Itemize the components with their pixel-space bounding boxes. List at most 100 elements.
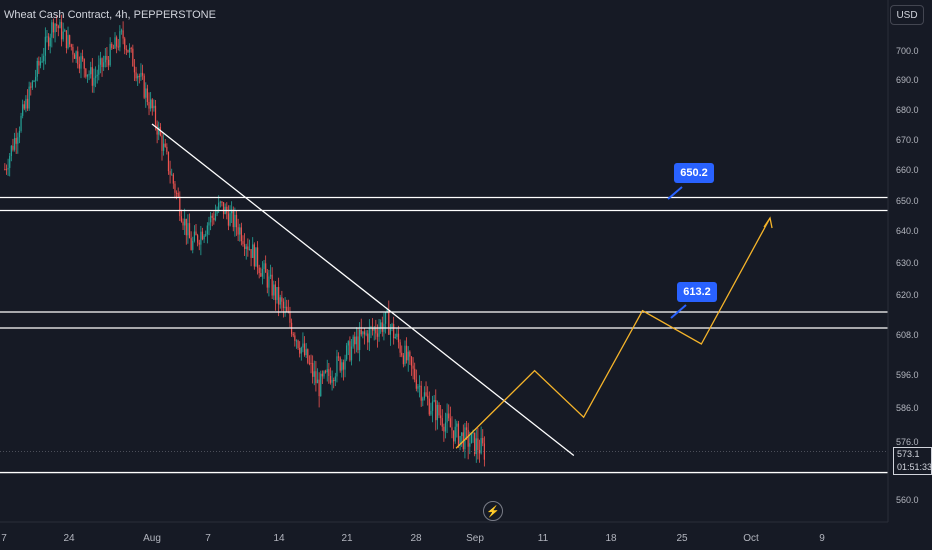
candle-body	[90, 67, 92, 75]
candle-body	[414, 368, 416, 380]
candle-body	[342, 362, 345, 370]
candle-body	[336, 356, 338, 377]
candle-body	[140, 72, 142, 77]
candle-body	[25, 98, 27, 109]
candle-body	[180, 216, 183, 222]
candle-body	[248, 249, 251, 251]
candle-body	[185, 218, 187, 236]
candle-body	[315, 371, 317, 384]
candle-body	[478, 449, 481, 454]
candle-body	[69, 35, 71, 45]
candle-body	[375, 328, 377, 334]
candle-body	[448, 413, 450, 419]
candle-body	[184, 218, 186, 226]
candle-body	[331, 379, 333, 383]
candle-body	[12, 145, 14, 150]
candle-body	[465, 427, 468, 430]
callout-613[interactable]: 613.2	[677, 282, 717, 302]
candle-body	[163, 143, 165, 151]
candle-body	[384, 311, 387, 324]
candle-body	[158, 127, 160, 135]
candle-body	[73, 54, 76, 59]
candle-body	[59, 21, 61, 29]
candle-body	[292, 333, 294, 336]
candle-body	[211, 215, 213, 218]
descending-trendline	[151, 123, 575, 457]
candle-body	[107, 59, 110, 66]
time-tick-label: 21	[341, 533, 353, 544]
candle-body	[86, 74, 89, 77]
candle-body	[153, 105, 155, 109]
candle-body	[227, 213, 230, 226]
candle-body	[167, 151, 170, 172]
candle-body	[422, 398, 424, 401]
candle-body	[310, 362, 312, 364]
candle-body	[344, 359, 346, 370]
candle-body	[239, 227, 241, 235]
candle-body	[130, 47, 132, 49]
candle-body	[255, 247, 257, 267]
candle-body	[54, 23, 56, 33]
candle-body	[96, 74, 98, 77]
candle-body	[253, 244, 255, 267]
candle-body	[456, 423, 458, 427]
callout-650[interactable]: 650.2	[674, 163, 714, 183]
candle-body	[483, 443, 485, 460]
candle-body	[169, 171, 171, 175]
candle-body	[412, 365, 414, 369]
candle-body	[187, 223, 189, 236]
candle-body	[260, 273, 262, 277]
candle-body	[451, 427, 453, 431]
candle-body	[404, 345, 406, 365]
candle-body	[125, 49, 127, 51]
candle-body	[433, 400, 435, 402]
candle-body	[82, 56, 84, 60]
candle-body	[271, 274, 273, 296]
candle-body	[381, 322, 383, 332]
time-tick-label: 11	[538, 533, 549, 544]
candle-body	[328, 369, 330, 376]
price-tick-label: 680.0	[896, 105, 919, 115]
candle-body	[440, 415, 442, 419]
candle-body	[65, 30, 68, 48]
candle-body	[346, 345, 348, 360]
candle-body	[286, 306, 288, 312]
price-tick-label: 620.0	[896, 290, 919, 300]
currency-button[interactable]: USD	[890, 5, 924, 25]
price-axis[interactable]: 700.0 690.0 680.0 670.0 660.0 650.0 640.0 630.0…	[896, 46, 919, 505]
candle-body	[308, 362, 311, 364]
time-tick-label: 7	[1, 533, 7, 544]
candle-body	[307, 349, 309, 363]
replay-lightning-icon[interactable]: ⚡	[483, 501, 503, 521]
candle-body	[145, 88, 147, 98]
candle-body	[35, 76, 37, 81]
candle-body	[333, 379, 335, 382]
candle-body	[17, 137, 19, 144]
candle-body	[206, 225, 208, 235]
candle-body	[397, 333, 400, 343]
candle-body	[99, 58, 102, 65]
candle-body	[386, 309, 388, 312]
candle-body	[401, 352, 403, 356]
candle-body	[192, 240, 194, 250]
candle-body	[222, 202, 225, 215]
time-axis[interactable]: 7 24 Aug 7 14 21 28 Sep 11 18 25 Oct 9	[1, 533, 825, 544]
candle-body	[101, 58, 103, 68]
candle-body	[446, 413, 448, 423]
candle-body	[380, 322, 382, 329]
candle-body	[300, 347, 302, 354]
candle-body	[22, 104, 24, 116]
candle-body	[457, 423, 460, 446]
candle-body	[472, 432, 474, 434]
candle-body	[117, 46, 119, 48]
candle-body	[83, 59, 85, 69]
candle-body	[137, 75, 139, 79]
candle-body	[359, 329, 361, 351]
candle-body	[459, 436, 461, 446]
candle-body	[122, 30, 124, 39]
candle-body	[232, 209, 234, 228]
candle-body	[341, 362, 343, 371]
candle-body	[13, 138, 16, 150]
